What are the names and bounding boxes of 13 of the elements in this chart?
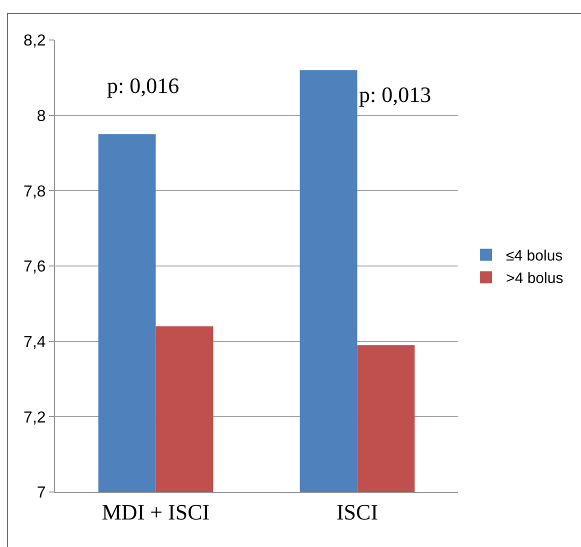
- y-tick-label: 8,2: [24, 32, 46, 50]
- y-tick-label: 7,8: [24, 183, 46, 200]
- legend-label: >4 bolus: [506, 270, 564, 288]
- annotation: p: 0,013: [359, 82, 432, 107]
- y-tick-label: 7,6: [24, 258, 46, 276]
- x-tick-label: MDI + ISCI: [102, 499, 210, 524]
- y-tick-label: 8: [36, 108, 46, 125]
- x-tick-label: ISCI: [336, 499, 378, 524]
- y-tick-label: 7,4: [24, 334, 46, 351]
- annotation: p: 0,016: [107, 73, 180, 98]
- y-tick-label: 7: [36, 484, 46, 502]
- legend-label: ≤4 bolus: [506, 248, 563, 265]
- y-tick-label: 7,2: [24, 409, 46, 426]
